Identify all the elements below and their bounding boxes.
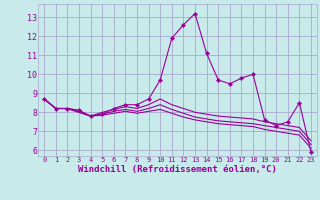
X-axis label: Windchill (Refroidissement éolien,°C): Windchill (Refroidissement éolien,°C) bbox=[78, 165, 277, 174]
